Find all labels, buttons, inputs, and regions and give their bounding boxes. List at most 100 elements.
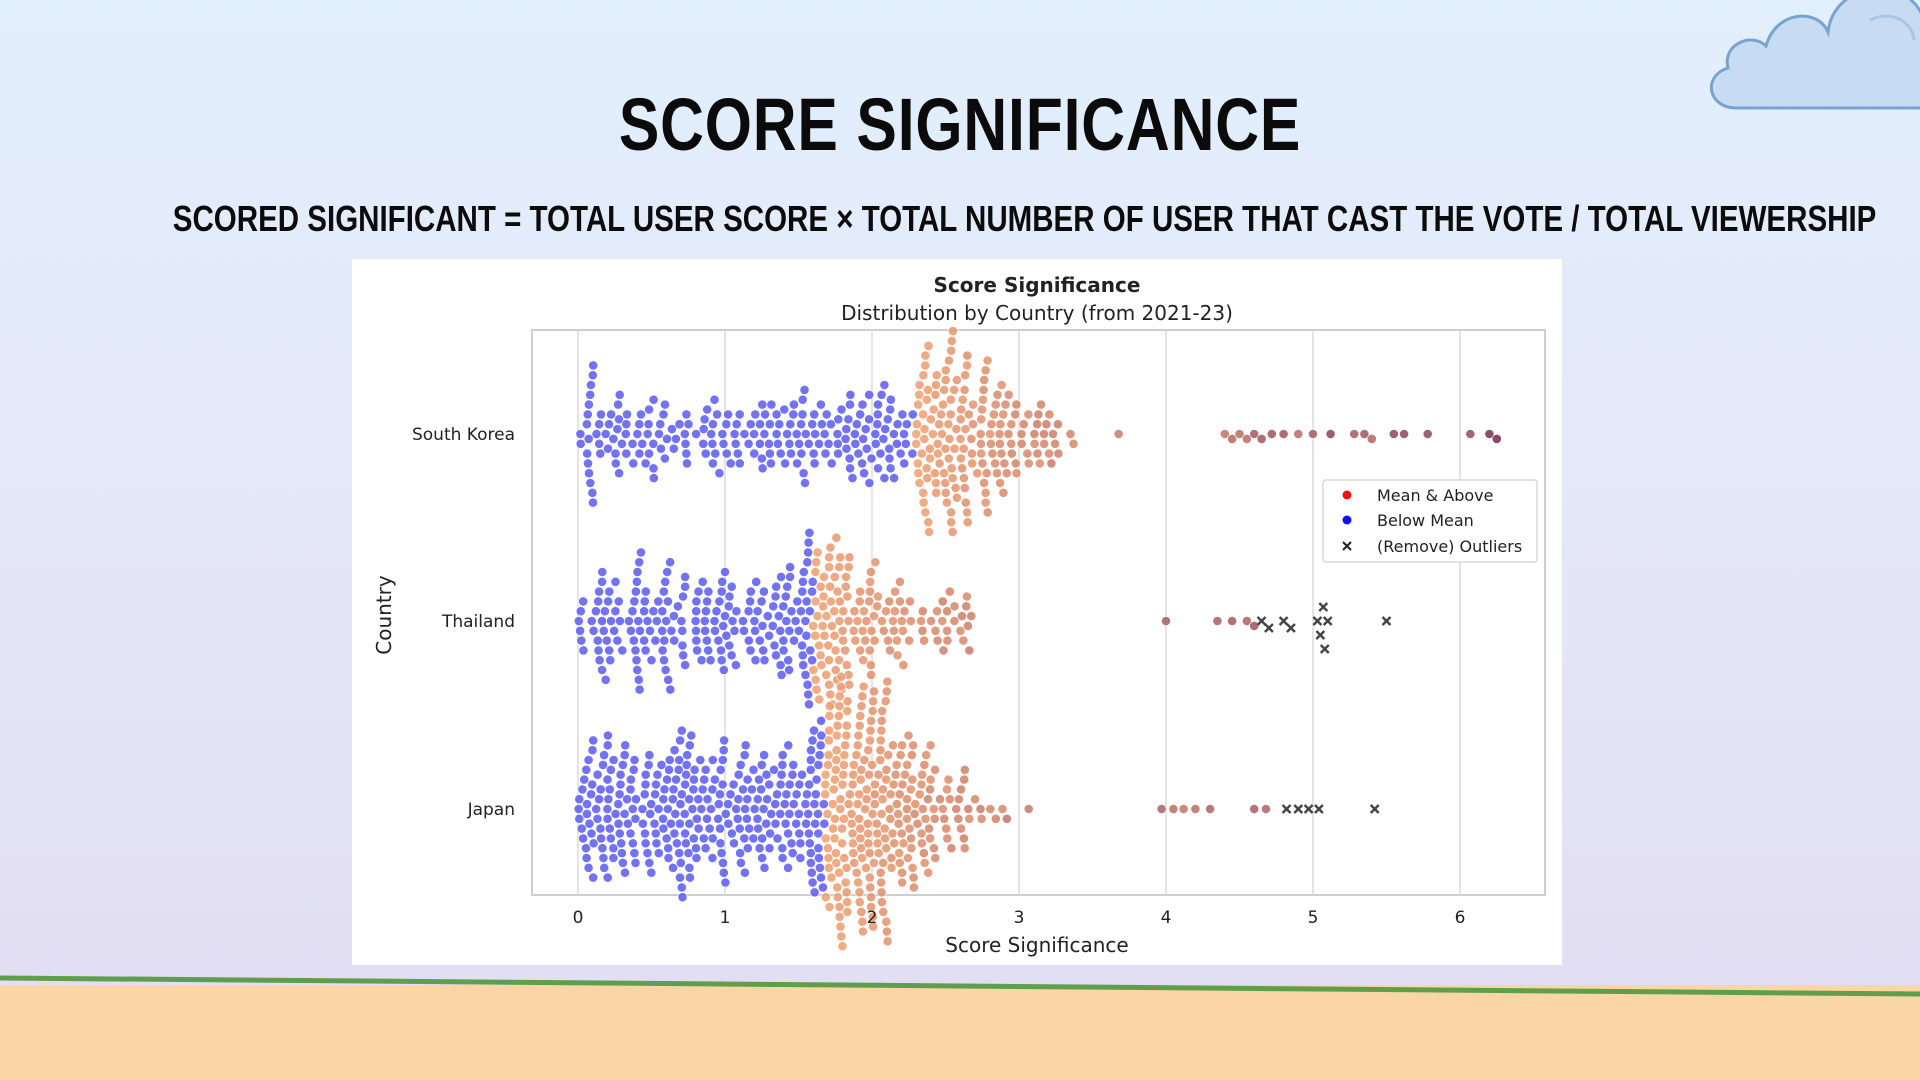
data-point	[920, 350, 931, 361]
data-point	[864, 872, 875, 883]
data-point	[780, 818, 791, 829]
data-point	[985, 429, 995, 439]
x-tick-label: 4	[1161, 908, 1172, 928]
data-point	[696, 655, 707, 666]
data-point	[957, 463, 967, 474]
data-point	[757, 399, 768, 410]
data-point	[779, 404, 790, 415]
data-point	[581, 843, 591, 854]
data-point	[941, 823, 952, 834]
data-point	[777, 843, 788, 854]
data-point	[620, 740, 631, 751]
data-point	[858, 655, 869, 666]
data-point	[908, 872, 919, 883]
data-point	[865, 576, 876, 587]
data-point	[800, 616, 811, 626]
data-point	[730, 438, 741, 449]
data-point	[1039, 438, 1050, 449]
data-point	[930, 764, 940, 775]
data-point	[903, 853, 913, 863]
data-point	[679, 809, 690, 819]
data-point	[864, 769, 874, 780]
data-point	[843, 414, 854, 425]
data-point	[819, 630, 830, 641]
data-point	[992, 468, 1002, 479]
data-point	[614, 468, 624, 479]
data-point	[814, 750, 825, 760]
data-point	[665, 818, 676, 829]
data-point	[591, 804, 602, 814]
data-point	[954, 794, 964, 805]
data-point	[986, 419, 997, 430]
data-point	[588, 625, 599, 636]
data-point	[917, 769, 927, 780]
data-point	[614, 828, 625, 839]
data-point	[709, 394, 720, 405]
data-point	[967, 458, 978, 469]
data-point	[959, 482, 970, 493]
data-point	[880, 424, 891, 434]
data-point	[897, 740, 907, 751]
data-point	[617, 759, 628, 770]
data-point	[886, 853, 897, 863]
data-point	[825, 689, 836, 700]
data-point	[815, 581, 826, 592]
data-point	[630, 645, 641, 656]
data-point	[759, 862, 770, 873]
data-point	[1325, 429, 1336, 439]
data-point	[658, 409, 669, 420]
data-point	[902, 419, 912, 430]
data-point	[925, 443, 935, 454]
data-point	[817, 620, 828, 631]
data-point	[925, 784, 935, 795]
data-point	[855, 833, 866, 844]
data-point	[841, 730, 852, 741]
data-point	[945, 409, 956, 420]
data-point	[709, 774, 720, 785]
data-point	[573, 616, 584, 626]
data-point	[903, 730, 914, 741]
data-point	[749, 448, 760, 459]
data-point	[764, 448, 775, 459]
data-point	[673, 764, 684, 775]
data-point	[914, 478, 925, 488]
data-point	[832, 882, 843, 893]
data-point	[654, 429, 664, 439]
data-point	[877, 794, 888, 805]
data-point	[802, 557, 813, 568]
data-point	[1022, 448, 1033, 459]
data-point	[715, 823, 725, 834]
data-point	[665, 684, 676, 695]
data-point	[895, 596, 905, 607]
x-tick-label: 6	[1455, 908, 1466, 928]
data-point	[1000, 399, 1011, 410]
data-point	[816, 872, 826, 883]
data-point	[726, 828, 737, 839]
data-point	[837, 779, 848, 790]
data-point	[594, 794, 604, 805]
data-point	[917, 625, 928, 636]
data-point	[807, 735, 818, 746]
data-point	[600, 674, 611, 685]
data-point	[919, 424, 930, 434]
data-point	[869, 858, 879, 868]
data-point	[902, 813, 912, 824]
data-point	[957, 394, 968, 405]
data-point	[857, 399, 868, 410]
data-point	[823, 853, 834, 863]
data-point	[648, 394, 659, 405]
data-point	[818, 601, 828, 612]
data-point	[895, 750, 906, 760]
data-point	[704, 823, 715, 834]
data-point	[928, 404, 939, 415]
data-point	[581, 853, 592, 863]
data-point	[602, 774, 613, 785]
data-point	[784, 809, 795, 819]
data-point	[772, 789, 782, 800]
data-point	[616, 848, 627, 858]
data-point	[878, 433, 889, 444]
data-point	[632, 429, 643, 439]
data-point	[691, 813, 702, 824]
data-point	[658, 586, 669, 597]
data-point	[663, 853, 674, 863]
